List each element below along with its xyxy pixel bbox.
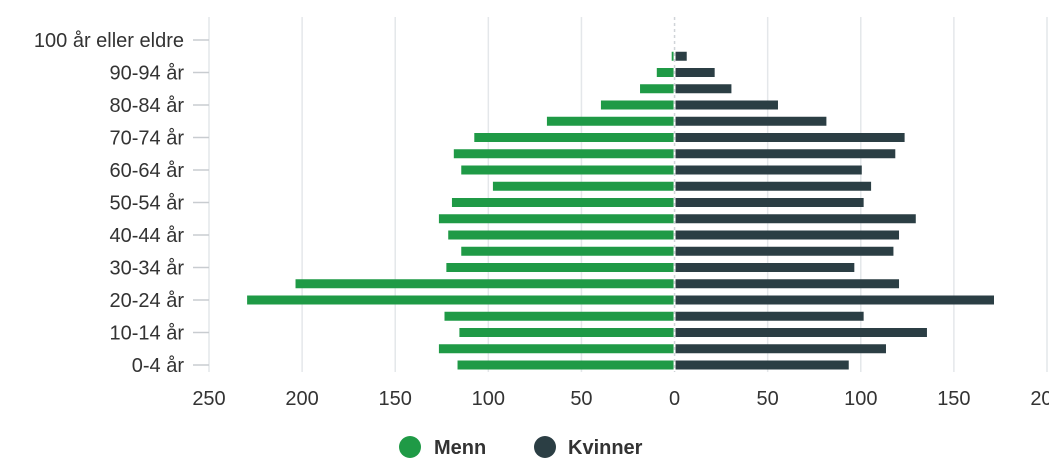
x-tick-label: 200 <box>285 388 318 410</box>
x-tick-label: 200 <box>1030 388 1049 410</box>
y-tick-label: 100 år eller eldre <box>34 30 184 52</box>
legend-label-menn[interactable]: Menn <box>434 437 486 458</box>
bar-menn <box>457 360 674 370</box>
legend-marker-kvinner[interactable] <box>534 436 556 458</box>
bar-menn <box>474 133 674 142</box>
bar-kvinner <box>675 246 894 256</box>
y-tick-label: 50-54 år <box>110 193 185 215</box>
y-tick-label: 90-94 år <box>110 63 185 85</box>
x-tick-label: 150 <box>379 388 412 410</box>
bar-menn <box>546 116 674 126</box>
legend[interactable]: Menn Kvinner <box>399 436 643 458</box>
x-tick-label: 50 <box>757 388 779 410</box>
y-tick-label: 40-44 år <box>110 225 185 247</box>
bar-menn <box>453 149 674 159</box>
bars <box>247 51 994 370</box>
bar-kvinner <box>675 100 778 110</box>
y-tick-label: 20-24 år <box>110 290 185 312</box>
bar-kvinner <box>675 360 849 370</box>
bar-menn <box>295 279 674 289</box>
bar-kvinner <box>675 149 896 159</box>
bar-kvinner <box>675 214 916 224</box>
bar-kvinner <box>675 279 900 289</box>
bar-kvinner <box>675 133 905 142</box>
bar-menn <box>444 311 674 321</box>
bar-kvinner <box>675 181 872 191</box>
bar-kvinner <box>675 51 687 61</box>
x-axis-ticks: 250 200 150 100 50 0 50 100 150 200 <box>192 388 1049 410</box>
bar-kvinner <box>675 263 855 272</box>
bar-kvinner <box>675 230 900 240</box>
bar-kvinner <box>675 295 994 305</box>
bar-menn <box>461 246 674 256</box>
bar-menn <box>600 100 674 110</box>
bar-menn <box>438 344 674 354</box>
bar-menn <box>459 328 674 337</box>
bar-menn <box>438 214 674 224</box>
bar-kvinner <box>675 116 827 126</box>
x-tick-label: 100 <box>472 388 505 410</box>
bar-menn <box>247 295 674 305</box>
bar-kvinner <box>675 344 886 354</box>
bar-kvinner <box>675 84 732 94</box>
bar-menn <box>671 51 674 61</box>
legend-marker-menn[interactable] <box>399 436 421 458</box>
x-tick-label: 100 <box>844 388 877 410</box>
bar-menn <box>448 230 674 240</box>
x-tick-label: 150 <box>937 388 970 410</box>
legend-label-kvinner[interactable]: Kvinner <box>568 437 643 458</box>
x-tick-label: 250 <box>192 388 225 410</box>
bar-kvinner <box>675 198 864 207</box>
y-tick-label: 80-84 år <box>110 95 185 117</box>
bar-menn <box>640 84 674 94</box>
y-tick-label: 0-4 år <box>132 355 185 377</box>
bar-menn <box>461 165 674 175</box>
y-axis-ticks: 0-4 år 10-14 år 20-24 år 30-34 år 40-44 år 50… <box>34 30 209 377</box>
bar-menn <box>656 68 674 77</box>
y-tick-label: 60-64 år <box>110 160 185 182</box>
bar-menn <box>451 198 674 207</box>
bar-kvinner <box>675 68 715 77</box>
x-tick-label: 0 <box>669 388 680 410</box>
bar-kvinner <box>675 311 864 321</box>
y-tick-label: 30-34 år <box>110 258 185 280</box>
x-tick-label: 50 <box>570 388 592 410</box>
bar-menn <box>492 181 674 191</box>
bar-kvinner <box>675 328 927 337</box>
y-tick-label: 10-14 år <box>110 323 185 345</box>
bar-kvinner <box>675 165 862 175</box>
y-tick-label: 70-74 år <box>110 128 185 150</box>
bar-menn <box>446 263 674 272</box>
